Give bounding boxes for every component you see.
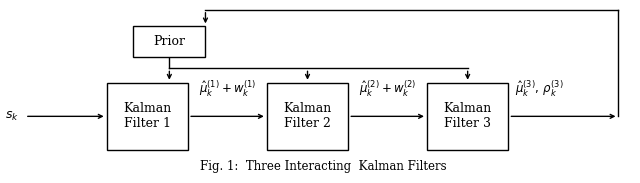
FancyBboxPatch shape bbox=[106, 83, 188, 150]
FancyBboxPatch shape bbox=[427, 83, 508, 150]
FancyBboxPatch shape bbox=[267, 83, 348, 150]
Text: Fig. 1:  Three Interacting  Kalman Filters: Fig. 1: Three Interacting Kalman Filters bbox=[200, 160, 447, 173]
Text: $\hat{\mu}_k^{(1)} + w_k^{(1)}$: $\hat{\mu}_k^{(1)} + w_k^{(1)}$ bbox=[199, 79, 256, 99]
Text: Prior: Prior bbox=[154, 35, 186, 48]
Text: $\hat{\mu}_k^{(3)},\, \rho_k^{(3)}$: $\hat{\mu}_k^{(3)},\, \rho_k^{(3)}$ bbox=[515, 79, 563, 99]
Text: $\hat{\mu}_k^{(2)} + w_k^{(2)}$: $\hat{\mu}_k^{(2)} + w_k^{(2)}$ bbox=[359, 79, 416, 99]
Text: Kalman
Filter 1: Kalman Filter 1 bbox=[124, 102, 172, 130]
FancyBboxPatch shape bbox=[133, 26, 205, 57]
Text: Kalman
Filter 3: Kalman Filter 3 bbox=[444, 102, 492, 130]
Text: $s_k$: $s_k$ bbox=[4, 110, 19, 123]
Text: Kalman
Filter 2: Kalman Filter 2 bbox=[284, 102, 332, 130]
